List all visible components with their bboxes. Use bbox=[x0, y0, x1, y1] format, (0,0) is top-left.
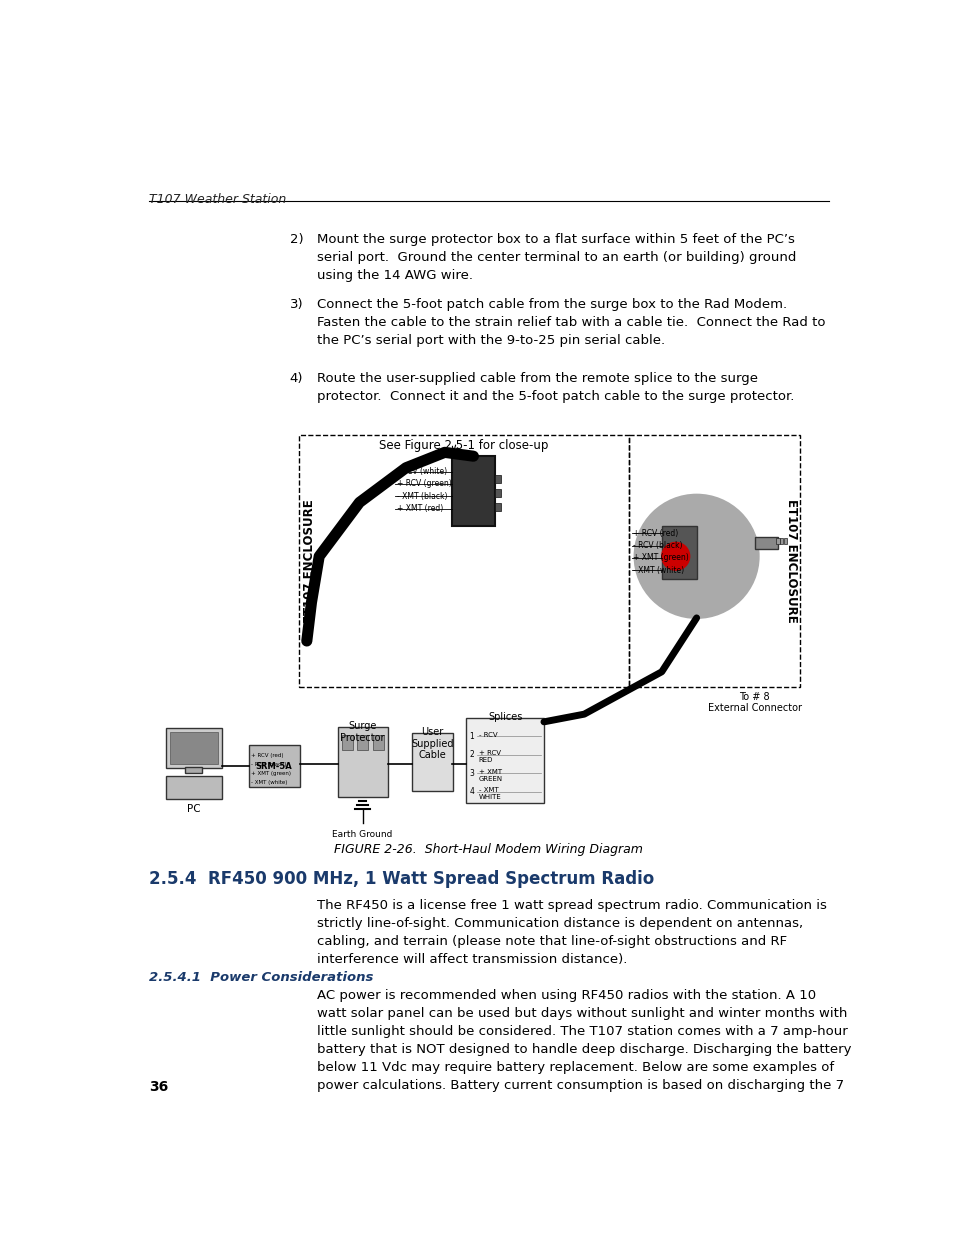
Text: The RF450 is a license free 1 watt spread spectrum radio. Communication is
stric: The RF450 is a license free 1 watt sprea… bbox=[316, 899, 826, 966]
Text: + RCV (red): + RCV (red) bbox=[633, 529, 678, 537]
Text: SRM-5A: SRM-5A bbox=[255, 762, 293, 771]
Text: Mount the surge protector box to a flat surface within 5 feet of the PC’s
serial: Mount the surge protector box to a flat … bbox=[316, 233, 796, 282]
Bar bbox=[495, 503, 500, 511]
Text: + RCV (green): + RCV (green) bbox=[396, 479, 451, 488]
Text: See Figure 2.5-1 for close-up: See Figure 2.5-1 for close-up bbox=[378, 440, 548, 452]
Bar bbox=[495, 489, 500, 496]
Circle shape bbox=[634, 495, 758, 618]
Text: 4: 4 bbox=[469, 787, 474, 797]
Bar bbox=[412, 734, 452, 792]
Text: PC: PC bbox=[187, 804, 200, 814]
Text: 1: 1 bbox=[469, 732, 474, 741]
Bar bbox=[780, 537, 782, 543]
Text: - RCV (white): - RCV (white) bbox=[396, 467, 446, 477]
Text: ET107 ENCLOSURE: ET107 ENCLOSURE bbox=[303, 499, 316, 622]
Text: - RCV (black): - RCV (black) bbox=[633, 541, 681, 550]
Text: 2): 2) bbox=[290, 233, 303, 246]
Bar bbox=[170, 732, 217, 764]
Text: AC power is recommended when using RF450 radios with the station. A 10
watt sola: AC power is recommended when using RF450… bbox=[316, 989, 850, 1092]
Bar bbox=[754, 537, 778, 548]
Text: 3): 3) bbox=[290, 299, 303, 311]
Circle shape bbox=[661, 542, 689, 571]
Text: + XMT (green): + XMT (green) bbox=[251, 771, 291, 776]
Text: 2: 2 bbox=[469, 751, 474, 760]
Text: Earth Ground: Earth Ground bbox=[332, 830, 393, 840]
Bar bbox=[783, 537, 786, 543]
Text: ET107 ENCLOSURE: ET107 ENCLOSURE bbox=[784, 499, 798, 622]
Text: Connect the 5-foot patch cable from the surge box to the Rad Modem.
Fasten the c: Connect the 5-foot patch cable from the … bbox=[316, 299, 824, 347]
Bar bbox=[629, 435, 799, 687]
Text: + RCV
RED: + RCV RED bbox=[478, 751, 500, 763]
Text: Splices: Splices bbox=[488, 711, 522, 721]
Bar bbox=[166, 727, 221, 768]
Text: + RCV (red): + RCV (red) bbox=[251, 752, 283, 757]
Text: - XMT
WHITE: - XMT WHITE bbox=[478, 787, 501, 800]
Text: + XMT (green): + XMT (green) bbox=[633, 553, 688, 562]
Bar bbox=[661, 526, 696, 579]
Text: - XMT (black): - XMT (black) bbox=[396, 492, 447, 500]
Bar bbox=[776, 537, 779, 543]
Bar bbox=[337, 727, 388, 797]
Text: - RCV (black): - RCV (black) bbox=[251, 762, 286, 767]
Text: User
Supplied
Cable: User Supplied Cable bbox=[411, 727, 453, 761]
Text: + XMT (red): + XMT (red) bbox=[396, 504, 442, 513]
Text: - XMT (white): - XMT (white) bbox=[251, 781, 287, 785]
Bar bbox=[373, 735, 383, 751]
Text: 4): 4) bbox=[290, 372, 303, 384]
Bar bbox=[341, 735, 353, 751]
Bar bbox=[166, 776, 221, 799]
Bar bbox=[249, 745, 299, 787]
Text: 2.5.4  RF450 900 MHz, 1 Watt Spread Spectrum Radio: 2.5.4 RF450 900 MHz, 1 Watt Spread Spect… bbox=[149, 869, 653, 888]
Text: - XMT (white): - XMT (white) bbox=[633, 566, 683, 574]
Text: + XMT
GREEN: + XMT GREEN bbox=[478, 769, 502, 782]
Text: 36: 36 bbox=[149, 1079, 168, 1094]
Bar bbox=[298, 435, 629, 687]
Text: - RCV: - RCV bbox=[478, 732, 497, 737]
Text: 2.5.4.1  Power Considerations: 2.5.4.1 Power Considerations bbox=[149, 971, 373, 983]
Text: Surge
Protector: Surge Protector bbox=[340, 721, 384, 742]
Text: FIGURE 2-26.  Short-Haul Modem Wiring Diagram: FIGURE 2-26. Short-Haul Modem Wiring Dia… bbox=[335, 842, 642, 856]
Text: T107 Weather Station: T107 Weather Station bbox=[149, 193, 286, 206]
Bar bbox=[466, 718, 543, 803]
Bar bbox=[452, 456, 495, 526]
Text: To # 8
External Connector: To # 8 External Connector bbox=[707, 692, 801, 714]
Bar bbox=[356, 735, 368, 751]
Bar bbox=[495, 475, 500, 483]
Bar bbox=[185, 767, 202, 773]
Text: Route the user-supplied cable from the remote splice to the surge
protector.  Co: Route the user-supplied cable from the r… bbox=[316, 372, 794, 403]
Text: 3: 3 bbox=[469, 769, 474, 778]
